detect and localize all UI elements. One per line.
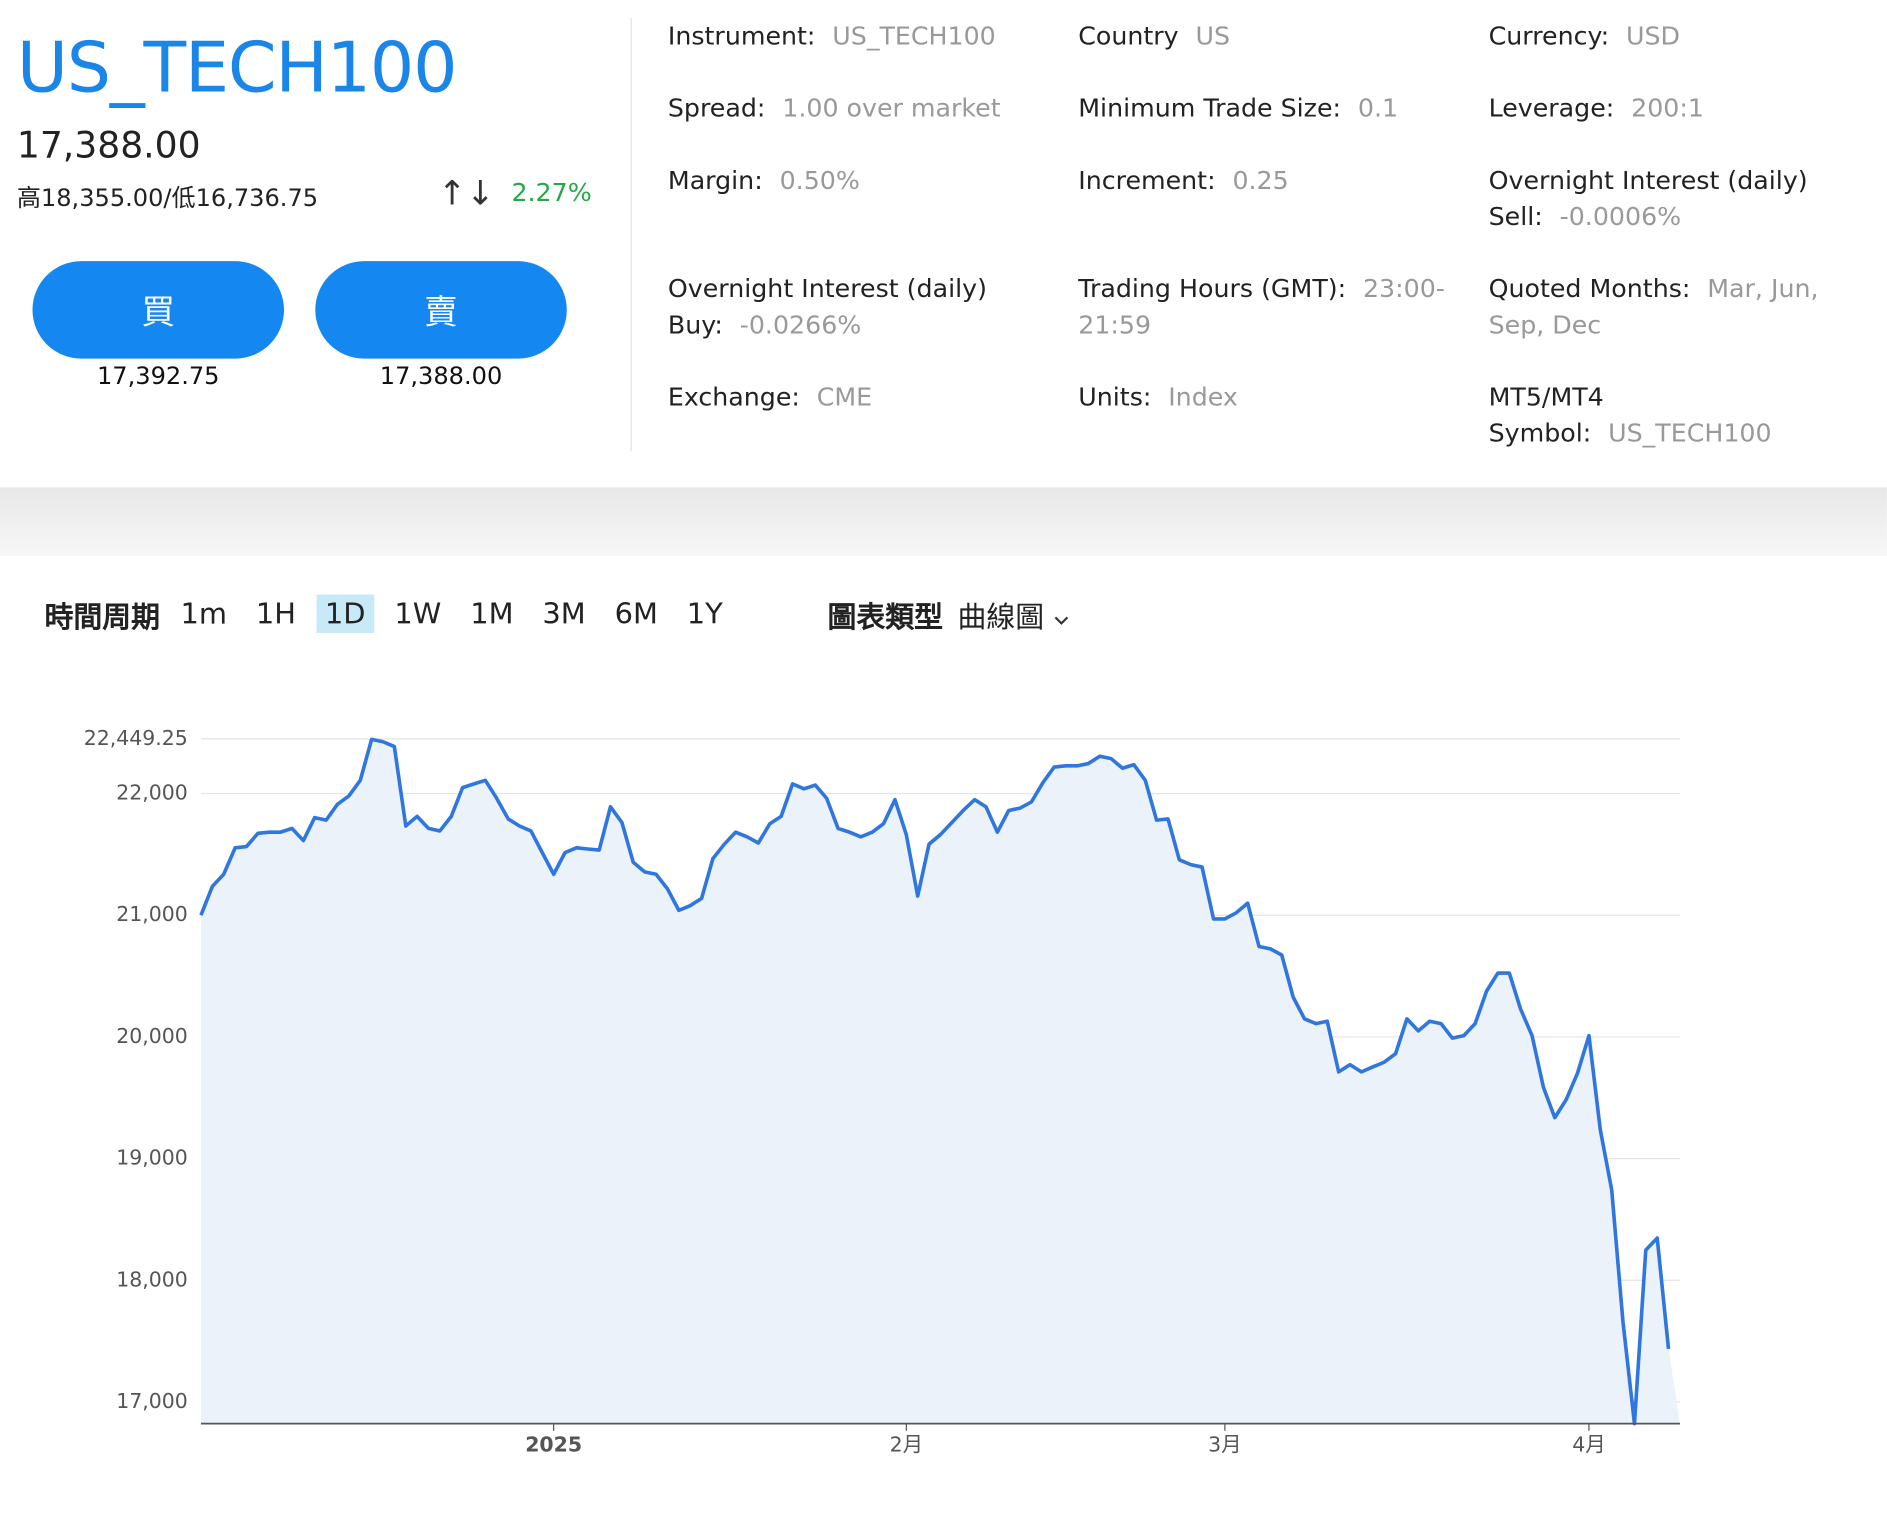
x-tick-label: 2025 [525, 1432, 582, 1456]
info-cell: Leverage: 200:1 [1489, 90, 1862, 162]
symbol: US_TECH100 [16, 26, 458, 109]
chevron [1054, 615, 1069, 625]
sell-price: 17,388.00 [379, 361, 503, 390]
range: 高18,355.00/低16,736.75 [16, 182, 319, 212]
info-value: US [1195, 21, 1231, 51]
change-icon: ↑↓ [438, 173, 495, 214]
info-label: Exchange: [667, 382, 800, 412]
info-value: -0.0266% [739, 310, 862, 340]
info-value: 200:1 [1631, 93, 1704, 123]
info-cell: Increment: 0.25 [1078, 162, 1451, 270]
period-button[interactable]: 3M [542, 596, 586, 631]
x-tick-label: 2月 [890, 1432, 923, 1456]
sell-button[interactable]: 賣 [315, 261, 567, 359]
info-label: Buy: [667, 310, 723, 340]
info-value: 0.1 [1357, 93, 1399, 123]
x-tick-label: 4月 [1572, 1432, 1605, 1456]
info-value: 1.00 over market [782, 93, 1001, 123]
toolbar: 時間周期 1m 1H 1D 1W 1M 3M 6M 1Y 圖表類型 曲線圖 [45, 590, 1071, 638]
info-value: Index [1168, 382, 1238, 412]
info-cell: Minimum Trade Size: 0.1 [1078, 90, 1451, 162]
info-cell: Overnight Interest (daily) Buy: -0.0266% [668, 271, 1041, 379]
info-title: Overnight Interest (daily) [667, 274, 987, 304]
chart-type: 曲線圖 [957, 599, 1045, 634]
area [200, 739, 1680, 1424]
info-label: Symbol: [1488, 418, 1592, 448]
info-cell: Trading Hours (GMT): 23:00-21:59 [1078, 271, 1451, 379]
info-grid: Instrument: US_TECH100 Country US Currency: U… [668, 18, 1874, 451]
info-label: Leverage: [1488, 93, 1615, 123]
info-value: 0.50% [779, 166, 860, 195]
info-cell: Overnight Interest (daily) Sell: -0.0006% [1489, 162, 1862, 270]
info-label: Country [1078, 21, 1179, 51]
periods: 1m 1H 1D 1W 1M 3M 6M 1Y [160, 594, 731, 633]
period-button[interactable]: 1Y [686, 596, 723, 631]
y-tick-label: 22,449.25 [84, 726, 188, 750]
info-cell: MT5/MT4 Symbol: US_TECH100 [1489, 379, 1862, 451]
info-value: US_TECH100 [832, 21, 996, 51]
info-value: US_TECH100 [1608, 418, 1772, 448]
buy-price: 17,392.75 [96, 361, 220, 390]
info-label: Instrument: [667, 21, 816, 51]
line [199, 737, 1671, 1426]
chart-type-label: 圖表類型 [827, 599, 944, 634]
info-cell: Country US [1078, 18, 1451, 90]
separator [0, 487, 1887, 556]
info-value: Mar, Jun, Sep, Dec [1488, 274, 1819, 340]
info-cell: Instrument: US_TECH100 [668, 18, 1041, 90]
period-button[interactable]: 1M [470, 596, 514, 631]
info-label: Increment: [1078, 166, 1216, 195]
info-value: 23:00-21:59 [1078, 274, 1445, 340]
period-button[interactable]: 1D [316, 594, 374, 633]
info-label: Trading Hours (GMT): [1078, 274, 1347, 304]
info-cell: Units: Index [1078, 379, 1451, 451]
period-button[interactable]: 6M [614, 596, 658, 631]
chart-type-select[interactable]: 曲線圖 [957, 593, 1070, 635]
info-value: 0.25 [1232, 166, 1289, 195]
info-cell: Exchange: CME [668, 379, 1041, 451]
info-label: Quoted Months: [1488, 274, 1691, 304]
period-button[interactable]: 1W [394, 596, 442, 631]
y-tick-label: 22,000 [116, 781, 188, 805]
y-tick-label: 18,000 [116, 1267, 188, 1291]
info-label: Margin: [667, 166, 763, 195]
period-button[interactable]: 1H [255, 596, 297, 631]
x-tick-label: 3月 [1208, 1432, 1241, 1456]
info-label: Spread: [667, 93, 766, 123]
info-cell: Currency: USD [1489, 18, 1862, 90]
info-value: CME [816, 382, 873, 412]
info-label: Units: [1078, 382, 1152, 412]
info-cell: Quoted Months: Mar, Jun, Sep, Dec [1489, 271, 1862, 379]
y-tick-label: 17,000 [116, 1389, 188, 1413]
price: 17,388.00 [16, 125, 201, 168]
period-label: 時間周期 [44, 599, 161, 634]
divider [630, 18, 632, 452]
info-value: -0.0006% [1559, 202, 1682, 232]
info-label: Sell: [1488, 202, 1543, 232]
info-title: MT5/MT4 [1488, 382, 1604, 412]
period-button[interactable]: 1m [180, 596, 228, 631]
y-tick-label: 21,000 [116, 902, 188, 926]
buy-button[interactable]: 買 [32, 261, 285, 359]
info-title: Overnight Interest (daily) [1488, 166, 1808, 195]
info-cell: Margin: 0.50% [668, 162, 1041, 270]
info-label: Minimum Trade Size: [1078, 93, 1342, 123]
change: 2.27% [511, 178, 592, 207]
info-label: Currency: [1488, 21, 1610, 51]
info-cell: Spread: 1.00 over market [668, 90, 1041, 162]
info-value: USD [1626, 21, 1681, 51]
y-tick-label: 20,000 [116, 1024, 188, 1048]
y-tick-label: 19,000 [116, 1146, 188, 1170]
